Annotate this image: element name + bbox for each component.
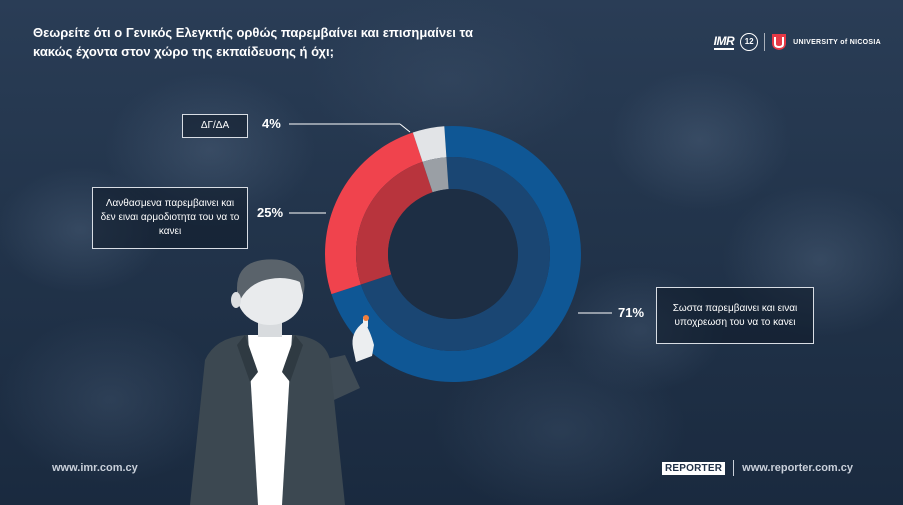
legend-box-correct: Σωστα παρεμβαινει και ειναι υποχρεωση το…	[656, 287, 814, 344]
imr-logo: IMR	[713, 33, 735, 50]
donut-slices	[325, 126, 582, 382]
logo-divider	[764, 33, 766, 51]
legend-label-correct: Σωστα παρεμβαινει και ειναι υποχρεωση το…	[672, 302, 798, 328]
donut-hole	[388, 189, 518, 319]
university-logo-text: UNIVERSITY of NICOSIA	[793, 38, 881, 46]
legend-box-wrong: Λανθασμενα παρεμβαινει και δεν ειναι αρμ…	[92, 187, 248, 249]
value-label-na: 4%	[262, 116, 281, 131]
slice-outer-1	[325, 132, 423, 295]
connector-line-na-tip	[399, 123, 411, 133]
slice-inner-0	[360, 156, 550, 351]
page-title: Θεωρείτε ότι ο Γενικός Ελεγκτής ορθώς πα…	[33, 25, 473, 59]
slice-inner-2	[422, 157, 449, 193]
presenter-illustration	[190, 259, 374, 505]
slice-outer-2	[412, 126, 447, 162]
footer-divider	[733, 460, 735, 476]
value-label-wrong: 25%	[257, 205, 284, 220]
reporter-url: www.reporter.com.cy	[742, 462, 853, 474]
university-shield-icon	[772, 34, 787, 50]
footer-branding: REPORTER www.reporter.com.cy	[661, 460, 853, 476]
partner-logos: IMR 12 UNIVERSITY of NICOSIA	[713, 33, 881, 51]
slice-inner-1	[356, 161, 433, 285]
value-label-correct: 71%	[618, 305, 645, 320]
legend-label-wrong: Λανθασμενα παρεμβαινει και δεν ειναι αρμ…	[100, 198, 240, 237]
imr-url: www.imr.com.cy	[52, 462, 138, 474]
anniversary-seal-icon: 12	[740, 33, 759, 51]
legend-label-na: ΔΓ/ΔΑ	[200, 120, 230, 131]
legend-box-na: ΔΓ/ΔΑ	[182, 114, 248, 138]
reporter-logo: REPORTER	[661, 461, 726, 475]
